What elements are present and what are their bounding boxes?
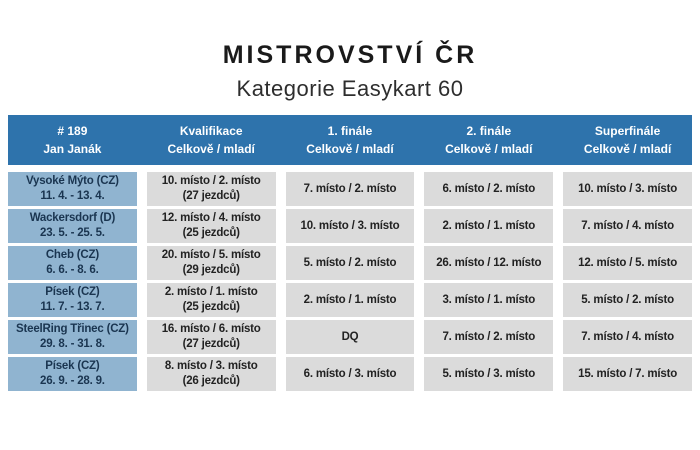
qualification-result: 12. místo / 4. místo xyxy=(161,212,261,224)
final2-result: 3. místo / 1. místo xyxy=(442,293,536,306)
event-name: Wackersdorf (D) xyxy=(29,212,116,224)
qualification-result: 20. místo / 5. místo xyxy=(161,249,261,261)
superfinal-cell: 15. místo / 7. místo xyxy=(563,357,692,391)
driver-number: # 189 xyxy=(57,124,88,138)
drivers-count: (29 jezdců) xyxy=(182,264,240,276)
final1-result: 5. místo / 2. místo xyxy=(303,256,397,269)
header-stage-sublabel: Celkově / mladí xyxy=(583,142,672,156)
final1-result: 6. místo / 3. místo xyxy=(303,367,397,380)
final1-cell: 6. místo / 3. místo xyxy=(285,357,415,391)
drivers-count: (27 jezdců) xyxy=(182,190,240,202)
qualification-cell: 8. místo / 3. místo (26 jezdců) xyxy=(146,357,276,391)
qualification-cell: 16. místo / 6. místo (27 jezdců) xyxy=(146,320,276,354)
superfinal-result: 12. místo / 5. místo xyxy=(578,256,678,269)
event-name: SteelRing Třinec (CZ) xyxy=(16,323,129,335)
qualification-result: 16. místo / 6. místo xyxy=(161,323,261,335)
qualification-cell: 12. místo / 4. místo (25 jezdců) xyxy=(146,209,276,243)
event-date: 11. 7. - 13. 7. xyxy=(40,301,105,313)
qualification-result: 2. místo / 1. místo xyxy=(164,286,258,298)
final1-result: 10. místo / 3. místo xyxy=(300,219,400,232)
driver-name: Jan Janák xyxy=(43,142,102,156)
final1-cell: DQ xyxy=(285,320,415,354)
qualification-result: 8. místo / 3. místo xyxy=(164,360,258,372)
drivers-count: (27 jezdců) xyxy=(182,338,240,350)
final2-cell: 2. místo / 1. místo xyxy=(424,209,554,243)
event-cell: Wackersdorf (D) 23. 5. - 25. 5. xyxy=(8,209,137,243)
page-title: MISTROVSTVÍ ČR xyxy=(222,41,478,69)
page-subtitle: Kategorie Easykart 60 xyxy=(236,76,464,101)
drivers-count: (25 jezdců) xyxy=(182,227,240,239)
superfinal-cell: 12. místo / 5. místo xyxy=(563,246,692,280)
qualification-result: 10. místo / 2. místo xyxy=(161,175,261,187)
header-stage-label: 1. finále xyxy=(327,124,373,138)
drivers-count: (26 jezdců) xyxy=(182,375,240,387)
header-stage-sublabel: Celkově / mladí xyxy=(306,142,394,156)
final2-result: 26. místo / 12. místo xyxy=(436,256,542,269)
qualification-cell: 20. místo / 5. místo (29 jezdců) xyxy=(146,246,276,280)
event-date: 29. 8. - 31. 8. xyxy=(40,338,105,350)
final1-cell: 2. místo / 1. místo xyxy=(285,283,415,317)
superfinal-cell: 10. místo / 3. místo xyxy=(563,172,692,206)
final1-cell: 5. místo / 2. místo xyxy=(285,246,415,280)
table-header-row: # 189 Jan Janák Kvalifikace Celkově / ml… xyxy=(8,115,692,165)
final1-result: DQ xyxy=(341,330,359,343)
final2-cell: 5. místo / 3. místo xyxy=(424,357,554,391)
superfinal-result: 5. místo / 2. místo xyxy=(581,293,674,306)
final1-cell: 7. místo / 2. místo xyxy=(285,172,415,206)
header-final2: 2. finále Celkově / mladí xyxy=(424,115,553,165)
header-stage-label: 2. finále xyxy=(466,124,512,138)
event-cell: Písek (CZ) 26. 9. - 28. 9. xyxy=(8,357,137,391)
header-superfinal: Superfinále Celkově / mladí xyxy=(563,115,692,165)
header-driver: # 189 Jan Janák xyxy=(8,115,137,165)
qualification-cell: 10. místo / 2. místo (27 jezdců) xyxy=(146,172,276,206)
superfinal-cell: 7. místo / 4. místo xyxy=(563,320,692,354)
superfinal-result: 15. místo / 7. místo xyxy=(578,367,678,380)
header-stage-label: Kvalifikace xyxy=(179,124,243,138)
final1-cell: 10. místo / 3. místo xyxy=(285,209,415,243)
final2-result: 7. místo / 2. místo xyxy=(442,330,536,343)
final2-result: 2. místo / 1. místo xyxy=(442,219,536,232)
event-name: Písek (CZ) xyxy=(45,286,100,298)
final2-result: 6. místo / 2. místo xyxy=(442,182,536,195)
table-body: Vysoké Mýto (CZ) 11. 4. - 13. 4. 10. místo… xyxy=(8,172,692,391)
superfinal-result: 7. místo / 4. místo xyxy=(581,219,674,232)
final2-cell: 7. místo / 2. místo xyxy=(424,320,554,354)
event-name: Vysoké Mýto (CZ) xyxy=(25,175,119,187)
event-date: 11. 4. - 13. 4. xyxy=(40,190,105,202)
results-table: # 189 Jan Janák Kvalifikace Celkově / ml… xyxy=(8,115,692,391)
drivers-count: (25 jezdců) xyxy=(182,301,240,313)
final2-cell: 6. místo / 2. místo xyxy=(424,172,554,206)
superfinal-result: 10. místo / 3. místo xyxy=(578,182,678,195)
superfinal-result: 7. místo / 4. místo xyxy=(581,330,674,343)
final2-cell: 3. místo / 1. místo xyxy=(424,283,554,317)
header-qualification: Kvalifikace Celkově / mladí xyxy=(147,115,276,165)
event-date: 26. 9. - 28. 9. xyxy=(40,375,105,387)
final2-result: 5. místo / 3. místo xyxy=(442,367,536,380)
header-stage-sublabel: Celkově / mladí xyxy=(167,142,255,156)
final1-result: 7. místo / 2. místo xyxy=(303,182,397,195)
final1-result: 2. místo / 1. místo xyxy=(303,293,397,306)
event-date: 23. 5. - 25. 5. xyxy=(40,227,105,239)
event-cell: SteelRing Třinec (CZ) 29. 8. - 31. 8. xyxy=(8,320,137,354)
event-cell: Písek (CZ) 11. 7. - 13. 7. xyxy=(8,283,137,317)
event-date: 6. 6. - 8. 6. xyxy=(46,264,99,276)
header-stage-sublabel: Celkově / mladí xyxy=(445,142,533,156)
superfinal-cell: 7. místo / 4. místo xyxy=(563,209,692,243)
event-name: Cheb (CZ) xyxy=(45,249,99,261)
event-cell: Vysoké Mýto (CZ) 11. 4. - 13. 4. xyxy=(8,172,137,206)
qualification-cell: 2. místo / 1. místo (25 jezdců) xyxy=(146,283,276,317)
event-cell: Cheb (CZ) 6. 6. - 8. 6. xyxy=(8,246,137,280)
header-stage-label: Superfinále xyxy=(594,124,661,138)
event-name: Písek (CZ) xyxy=(45,360,100,372)
header-final1: 1. finále Celkově / mladí xyxy=(286,115,415,165)
superfinal-cell: 5. místo / 2. místo xyxy=(563,283,692,317)
final2-cell: 26. místo / 12. místo xyxy=(424,246,554,280)
